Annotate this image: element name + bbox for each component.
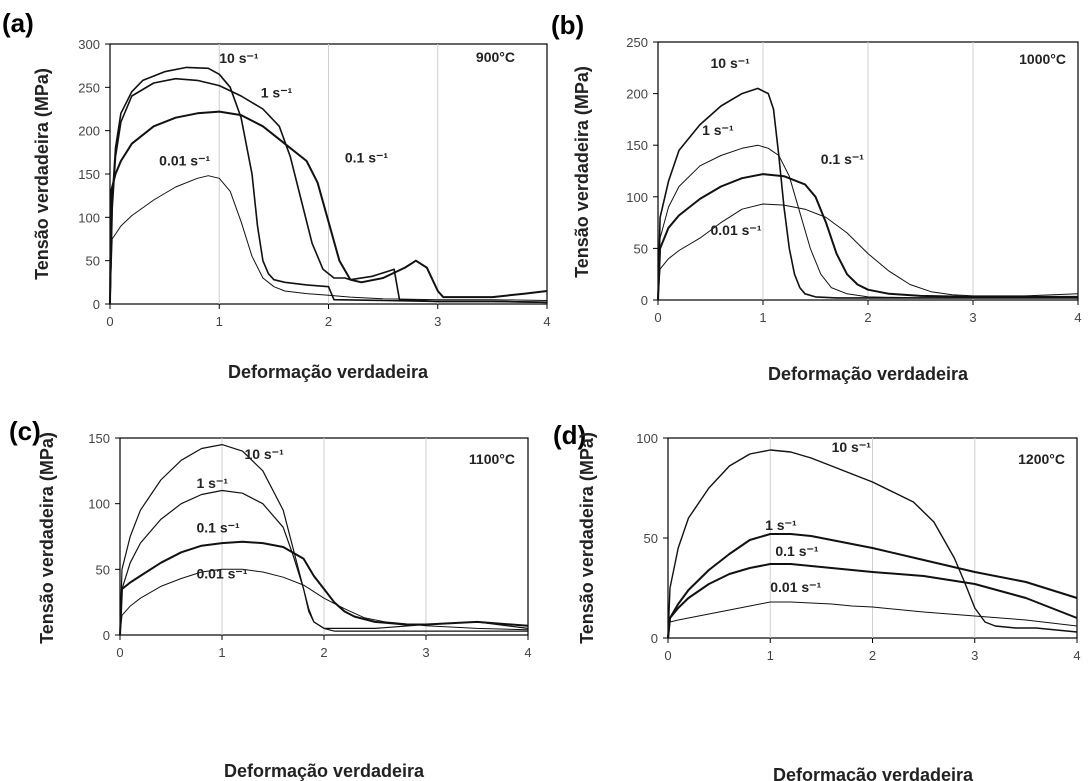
x-tick-label: 3 [434, 314, 441, 329]
x-tick-label: 3 [422, 645, 429, 660]
series-line [109, 66, 548, 305]
y-tick-label: 100 [78, 210, 100, 225]
x-axis-title: Deformação verdadeira [228, 362, 429, 382]
y-tick-label: 100 [636, 431, 658, 446]
series-line [119, 568, 529, 636]
y-tick-label: 250 [78, 80, 100, 95]
chart-panel: 0 1 2 3 4 0 50 100 10 s⁻¹ 1 s⁻¹ 0.1 s⁻¹ 0.01 s⁻¹ 120… [553, 420, 1081, 781]
x-tick-label: 4 [1073, 648, 1080, 663]
chart-panel: 0 1 2 3 4 0 50 100 150 200 250 10 s⁻¹ 1 s⁻¹ 0.1 s⁻¹ 0.… [551, 10, 1082, 384]
series-label: 10 s⁻¹ [711, 55, 751, 71]
y-tick-label: 0 [651, 631, 658, 646]
series-line [119, 489, 529, 636]
series-line [109, 77, 548, 305]
series-label: 1 s⁻¹ [197, 475, 229, 491]
series-label: 10 s⁻¹ [244, 446, 284, 462]
series-line [667, 563, 1078, 639]
series-label: 1 s⁻¹ [702, 122, 734, 138]
y-tick-label: 200 [626, 87, 648, 102]
series-label: 0.1 s⁻¹ [775, 543, 819, 559]
x-tick-label: 2 [869, 648, 876, 663]
series-line [667, 533, 1078, 639]
series-label: 1 s⁻¹ [765, 517, 797, 533]
series-line [657, 173, 1078, 301]
chart-panel: 0 1 2 3 4 0 50 100 150 200 250 300 10 s⁻¹ 1 s⁻¹ 0.1 s⁻… [2, 8, 551, 382]
x-tick-label: 1 [767, 648, 774, 663]
x-tick-label: 4 [1074, 310, 1081, 325]
series-line [657, 87, 1078, 301]
x-tick-label: 2 [325, 314, 332, 329]
y-tick-label: 100 [88, 497, 110, 512]
series-label: 0.1 s⁻¹ [345, 150, 389, 166]
series-label: 0.1 s⁻¹ [197, 520, 241, 536]
series-label: 0.01 s⁻¹ [159, 152, 210, 168]
series-label: 0.01 s⁻¹ [711, 222, 762, 238]
x-tick-label: 3 [971, 648, 978, 663]
x-tick-label: 0 [664, 648, 671, 663]
panel-letter: (d) [553, 420, 586, 450]
temperature-label: 1200°C [1018, 451, 1065, 467]
series-label: 1 s⁻¹ [261, 85, 293, 101]
series-line [109, 175, 548, 305]
x-tick-label: 4 [543, 314, 550, 329]
y-tick-label: 100 [626, 190, 648, 205]
y-tick-label: 50 [96, 562, 110, 577]
x-axis-title: Deformação verdadeira [768, 364, 969, 384]
x-tick-label: 4 [524, 645, 531, 660]
series-label: 10 s⁻¹ [832, 439, 872, 455]
x-tick-label: 1 [218, 645, 225, 660]
temperature-label: 1100°C [469, 451, 515, 467]
y-axis-title: Tensão verdadeira (MPa) [577, 432, 597, 644]
y-tick-label: 50 [644, 531, 658, 546]
y-tick-label: 50 [86, 254, 100, 269]
x-tick-label: 2 [864, 310, 871, 325]
y-axis-title: Tensão verdadeira (MPa) [572, 66, 592, 278]
temperature-label: 900°C [476, 49, 515, 65]
y-tick-label: 0 [93, 297, 100, 312]
series-line [667, 449, 1078, 639]
y-tick-label: 150 [88, 431, 110, 446]
y-tick-label: 200 [78, 124, 100, 139]
y-tick-label: 250 [626, 35, 648, 50]
chart-panel: 0 1 2 3 4 0 50 100 150 10 s⁻¹ 1 s⁻¹ 0.1 s⁻¹ 0.01 s⁻¹… [9, 416, 532, 781]
panel-letter: (b) [551, 10, 584, 40]
x-tick-label: 0 [116, 645, 123, 660]
x-tick-label: 0 [654, 310, 661, 325]
y-tick-label: 50 [634, 241, 648, 256]
y-tick-label: 0 [641, 293, 648, 308]
series-label: 0.01 s⁻¹ [770, 579, 821, 595]
y-axis-title: Tensão verdadeira (MPa) [37, 432, 57, 644]
series-line [667, 601, 1078, 639]
panel-letter: (a) [2, 8, 34, 38]
series-line [109, 110, 548, 305]
panel-letter: (c) [9, 416, 41, 446]
temperature-label: 1000°C [1019, 51, 1066, 67]
y-tick-label: 0 [103, 628, 110, 643]
x-tick-label: 0 [106, 314, 113, 329]
y-tick-label: 300 [78, 37, 100, 52]
x-axis-title: Deformação verdadeira [773, 765, 974, 781]
x-axis-title: Deformação verdadeira [224, 761, 425, 781]
series-line [657, 144, 1078, 301]
series-line [657, 203, 1079, 301]
x-tick-label: 2 [320, 645, 327, 660]
series-label: 10 s⁻¹ [219, 50, 259, 66]
y-tick-label: 150 [78, 167, 100, 182]
x-tick-label: 1 [216, 314, 223, 329]
y-axis-title: Tensão verdadeira (MPa) [32, 68, 52, 280]
series-line [119, 444, 528, 636]
x-tick-label: 1 [759, 310, 766, 325]
series-label: 0.01 s⁻¹ [197, 566, 248, 582]
y-tick-label: 150 [626, 138, 648, 153]
series-line [119, 540, 529, 636]
x-tick-label: 3 [969, 310, 976, 325]
series-label: 0.1 s⁻¹ [821, 151, 865, 167]
